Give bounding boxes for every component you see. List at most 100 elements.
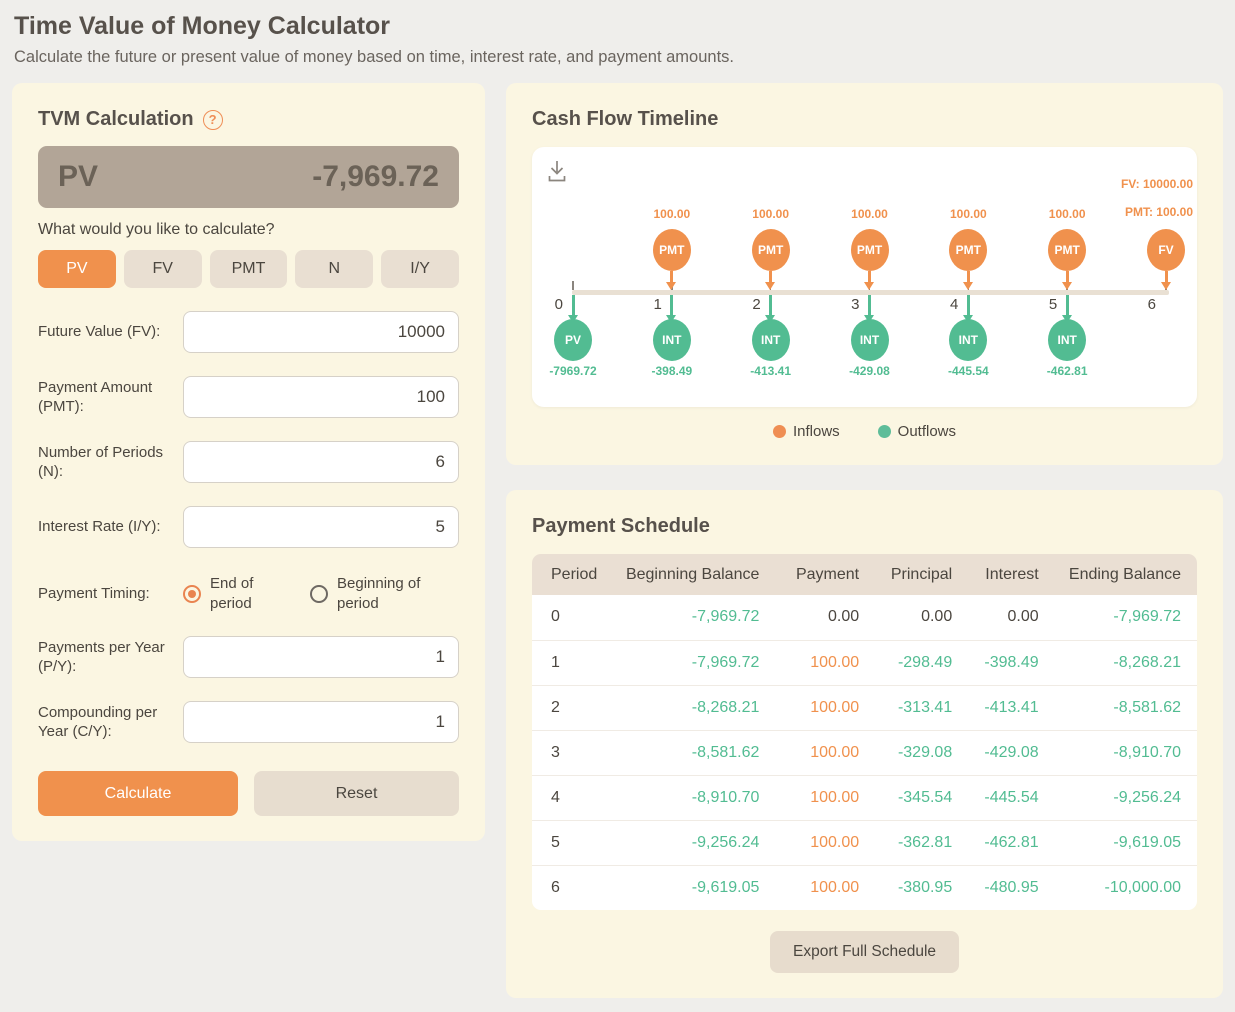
timeline-value-label: 100.00 <box>653 207 691 221</box>
outflow-arrow-line <box>966 295 970 316</box>
outflow-arrow-line <box>571 295 575 316</box>
cashflow-panel: Cash Flow Timeline 0 1 2 3 4 5 6 100.00 PMT 100.0… <box>506 83 1223 465</box>
timeline-axis <box>572 290 1169 295</box>
schedule-cell: -7,969.72 <box>618 595 772 641</box>
outflow-node: PV <box>554 319 592 361</box>
payments-per-year-field[interactable] <box>183 636 459 678</box>
timeline-period-label: 2 <box>752 296 761 313</box>
legend-dot <box>877 425 891 438</box>
tab-pv[interactable]: PV <box>38 250 116 288</box>
reset-button[interactable]: Reset <box>254 771 459 816</box>
download-icon[interactable] <box>546 159 568 183</box>
schedule-cell: -8,268.21 <box>618 685 772 731</box>
payment-amount-field[interactable] <box>183 376 459 418</box>
page-subtitle: Calculate the future or present value of… <box>14 48 734 66</box>
timeline-period-label: 6 <box>1147 296 1156 313</box>
inflow-arrow-line <box>1164 271 1168 283</box>
radio-end-of-period[interactable]: End of period <box>183 574 276 613</box>
schedule-cell: 5 <box>532 820 619 866</box>
timeline-value-label: 100.00 <box>752 207 789 221</box>
tab-n[interactable]: N <box>295 250 374 288</box>
schedule-cell: -8,910.70 <box>1050 730 1197 776</box>
timeline-value-label: 100.00 <box>1048 207 1086 221</box>
cashflow-chart: 0 1 2 3 4 5 6 100.00 PMT 100.00 PMT 100.00 PMT 100.00… <box>532 147 1197 407</box>
schedule-cell: -8,910.70 <box>618 775 772 821</box>
radio-beginning-of-period[interactable]: Beginning of period <box>310 574 433 613</box>
schedule-panel: Payment Schedule Period Beginning Balanc… <box>506 490 1223 998</box>
schedule-cell: 100.00 <box>771 820 872 866</box>
outflow-value-label: -7969.72 <box>549 364 597 378</box>
page-header: Time Value of Money Calculator Calculate… <box>0 0 1235 77</box>
schedule-cell: -398.49 <box>964 640 1051 686</box>
col-beginning-balance: Beginning Balance <box>618 554 772 595</box>
future-value-field[interactable] <box>183 311 459 353</box>
legend-item-outflows: Outflows <box>877 423 956 440</box>
schedule-cell: 0.00 <box>771 595 872 641</box>
schedule-cell: 100.00 <box>771 775 872 821</box>
schedule-cell: 4 <box>532 775 619 821</box>
schedule-cell: 100.00 <box>771 730 872 776</box>
schedule-row: 0 -7,969.72 0.00 0.00 0.00 -7,969.72 <box>532 595 1197 641</box>
schedule-cell: -10,000.00 <box>1050 865 1197 910</box>
schedule-cell: -480.95 <box>964 865 1051 910</box>
schedule-row: 6 -9,619.05 100.00 -380.95 -480.95 -10,000.00 <box>532 865 1197 910</box>
number-of-periods-label: Number of Periods (N): <box>38 443 164 481</box>
calc-prompt: What would you like to calculate? <box>38 221 275 238</box>
schedule-cell: 100.00 <box>771 865 872 910</box>
timeline-period-label: 3 <box>851 296 860 313</box>
timeline-period-label: 0 <box>554 296 563 313</box>
schedule-cell: 3 <box>532 730 619 776</box>
result-variable-label: PV <box>58 160 99 193</box>
timeline-period-label: 1 <box>653 296 662 313</box>
tab-fv[interactable]: FV <box>123 250 202 288</box>
col-ending-balance: Ending Balance <box>1050 554 1197 595</box>
number-of-periods-field[interactable] <box>183 441 459 483</box>
schedule-cell: -429.08 <box>964 730 1051 776</box>
tab-pmt[interactable]: PMT <box>209 250 288 288</box>
col-period: Period <box>532 554 619 595</box>
cashflow-panel-title: Cash Flow Timeline <box>532 108 719 130</box>
schedule-cell: -8,581.62 <box>1050 685 1197 731</box>
help-icon[interactable]: ? <box>202 109 223 130</box>
schedule-cell: -413.41 <box>964 685 1051 731</box>
calculate-button[interactable]: Calculate <box>38 771 238 816</box>
outflow-node: INT <box>652 319 691 361</box>
inflow-arrow-line <box>769 271 773 283</box>
timeline-period-label: 4 <box>949 296 959 313</box>
inflow-arrow-line <box>670 271 674 283</box>
schedule-row: 1 -7,969.72 100.00 -298.49 -398.49 -8,268.21 <box>532 640 1197 686</box>
inflow-arrow-head <box>864 282 874 290</box>
timeline-value-label: 100.00 <box>949 207 987 221</box>
tab-iy[interactable]: I/Y <box>381 250 459 288</box>
schedule-row: 3 -8,581.62 100.00 -329.08 -429.08 -8,910.70 <box>532 730 1197 776</box>
export-schedule-button[interactable]: Export Full Schedule <box>769 931 960 973</box>
radio-selected-icon <box>183 584 201 603</box>
schedule-cell: 0 <box>532 595 619 641</box>
inflow-arrow-line <box>1065 271 1069 283</box>
schedule-cell: -7,969.72 <box>618 640 772 686</box>
col-payment: Payment <box>771 554 872 595</box>
compounding-per-year-field[interactable] <box>183 701 459 743</box>
result-display: PV -7,969.72 <box>38 146 459 208</box>
schedule-cell: 100.00 <box>771 640 872 686</box>
inflow-arrow-head <box>1061 282 1072 290</box>
schedule-row: 4 -8,910.70 100.00 -345.54 -445.54 -9,256.24 <box>532 775 1197 821</box>
inflow-arrow-head <box>666 282 677 290</box>
inflow-arrow-head <box>962 282 973 290</box>
outflow-arrow-line <box>769 295 773 316</box>
outflow-value-label: -398.49 <box>651 364 693 378</box>
schedule-cell: -9,619.05 <box>618 865 772 910</box>
inflow-arrow-head <box>765 282 776 290</box>
tvm-panel: TVM Calculation ? PV -7,969.72 What woul… <box>12 83 485 841</box>
interest-rate-field[interactable] <box>183 506 459 548</box>
schedule-cell: -362.81 <box>871 820 965 866</box>
outflow-value-label: -445.54 <box>947 364 989 378</box>
inflow-node: FV <box>1147 229 1185 271</box>
timeline-value-label: 100.00 <box>851 207 888 221</box>
outflow-value-label: -462.81 <box>1046 364 1088 378</box>
payments-per-year-label: Payments per Year (P/Y): <box>38 638 165 676</box>
col-principal: Principal <box>871 554 965 595</box>
page-title: Time Value of Money Calculator <box>14 12 391 40</box>
schedule-cell: -298.49 <box>871 640 965 686</box>
schedule-cell: 0.00 <box>964 595 1051 641</box>
